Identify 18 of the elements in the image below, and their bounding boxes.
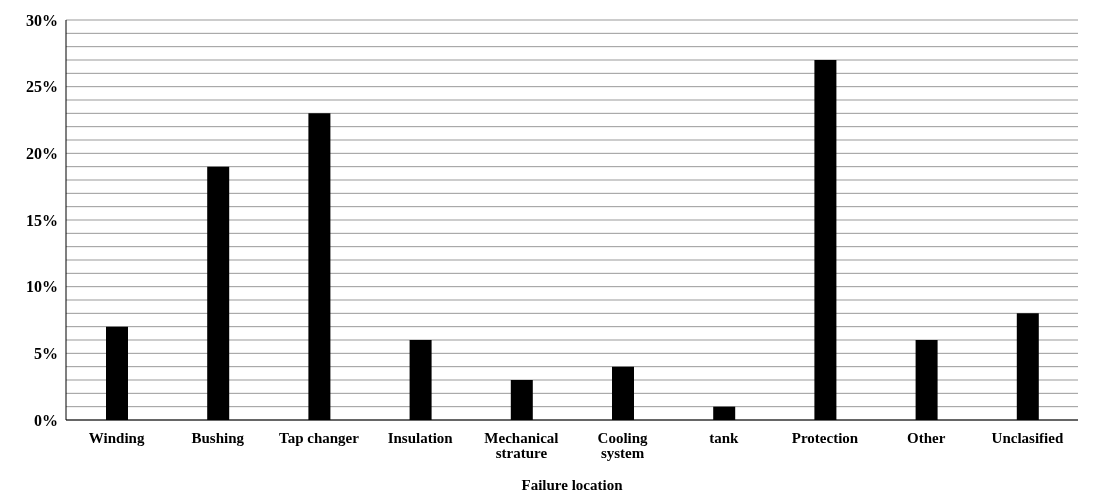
x-tick-label: Insulation (387, 429, 454, 446)
y-tick-label: 0% (34, 411, 58, 429)
x-tick-label: Winding (88, 429, 145, 446)
x-tick-label: Bushing (191, 429, 245, 446)
x-tick-label: Tap changer (279, 429, 360, 446)
x-axis-title: Failure location (521, 477, 624, 493)
x-tick-label: Other (907, 429, 946, 446)
x-tick-label: Unclasified (991, 429, 1064, 446)
y-tick-label: 15% (26, 211, 58, 229)
x-tick-label: Protection (791, 429, 859, 446)
y-tick-label: 10% (26, 278, 58, 296)
x-tick-label: Cooling system (597, 429, 649, 461)
y-tick-label: 25% (26, 78, 58, 96)
x-tick-label: Mechanical strature (484, 429, 559, 461)
y-tick-label: 5% (34, 345, 58, 363)
x-tick-label: tank (709, 429, 740, 446)
y-tick-label: 20% (26, 145, 58, 163)
y-tick-label: 30% (26, 11, 58, 29)
